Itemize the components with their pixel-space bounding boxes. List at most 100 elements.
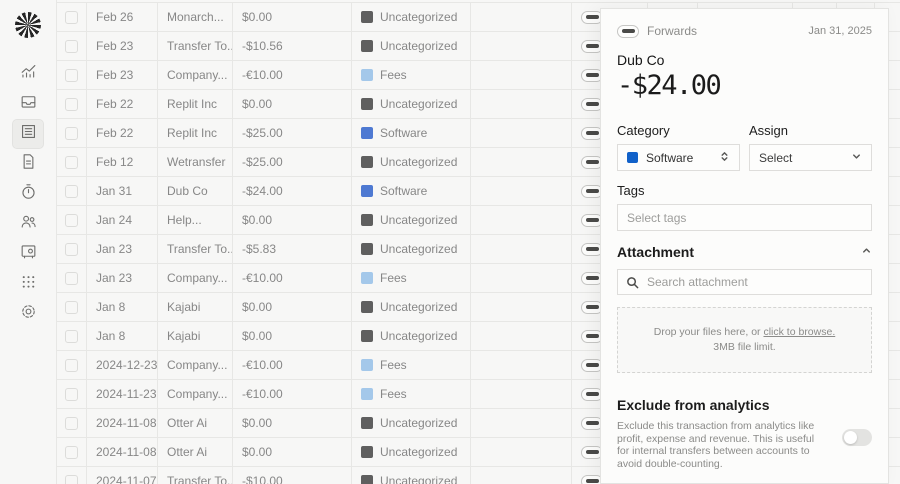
row-checkbox[interactable] <box>65 39 78 53</box>
attachment-dropzone[interactable]: Drop your files here, or click to browse… <box>617 307 872 373</box>
attachment-search-input[interactable] <box>617 269 872 295</box>
settings-icon <box>19 302 38 326</box>
row-amount: -$24.00 <box>233 177 352 205</box>
row-amount: -$25.00 <box>233 119 352 147</box>
row-checkbox[interactable] <box>65 329 78 343</box>
exclude-description: Exclude this transaction from analytics … <box>617 420 815 470</box>
row-checkbox[interactable] <box>65 387 78 401</box>
transaction-title: Dub Co <box>617 52 665 68</box>
sidebar-item-analytics[interactable] <box>13 60 43 88</box>
category-label: Uncategorized <box>380 474 458 484</box>
sidebar-item-settings[interactable] <box>13 300 43 328</box>
category-color-icon <box>361 272 373 284</box>
row-checkbox[interactable] <box>65 97 78 111</box>
category-label: Uncategorized <box>380 39 458 53</box>
row-checkbox[interactable] <box>65 271 78 285</box>
exclude-toggle[interactable] <box>842 429 872 446</box>
table-row[interactable]: 2024-11-08 Otter Ai $0.00 Uncategorized <box>57 409 900 438</box>
attachment-section-header[interactable]: Attachment <box>617 243 872 261</box>
row-date: Feb 23 <box>87 32 158 60</box>
row-description: Otter Ai <box>158 409 233 437</box>
row-amount: -$25.00 <box>233 148 352 176</box>
row-checkbox[interactable] <box>65 68 78 82</box>
category-label: Uncategorized <box>380 445 458 459</box>
row-checkbox[interactable] <box>65 300 78 314</box>
row-category: Uncategorized <box>352 293 471 321</box>
table-row[interactable]: Jan 8 Kajabi $0.00 Uncategorized <box>57 293 900 322</box>
row-checkbox[interactable] <box>65 184 78 198</box>
row-date: Jan 8 <box>87 293 158 321</box>
table-row[interactable]: Feb 22 Replit Inc -$25.00 Software <box>57 119 900 148</box>
category-color-icon <box>361 359 373 371</box>
exclude-analytics-section: Exclude from analytics Exclude this tran… <box>617 397 872 470</box>
row-tags-cell <box>471 380 572 408</box>
assign-select[interactable]: Select <box>749 144 872 171</box>
row-checkbox[interactable] <box>65 474 78 484</box>
row-checkbox-cell <box>57 32 87 60</box>
category-color-icon <box>361 156 373 168</box>
row-category: Uncategorized <box>352 467 471 484</box>
table-top-partial-row <box>57 0 900 3</box>
row-checkbox[interactable] <box>65 213 78 227</box>
row-category: Uncategorized <box>352 90 471 118</box>
row-checkbox[interactable] <box>65 126 78 140</box>
category-color-icon <box>361 185 373 197</box>
assign-field-label: Assign <box>749 123 789 138</box>
sidebar-item-vault[interactable] <box>13 240 43 268</box>
row-date: 2024-11-08 <box>87 438 158 466</box>
tags-field-label: Tags <box>617 183 645 198</box>
row-description: Company... <box>158 380 233 408</box>
row-tags-cell <box>471 322 572 350</box>
row-tags-cell <box>471 293 572 321</box>
category-select[interactable]: Software <box>617 144 740 171</box>
row-date: Jan 23 <box>87 264 158 292</box>
updown-chevron-icon <box>719 151 730 165</box>
row-description: Transfer To... <box>158 467 233 484</box>
row-description: Replit Inc <box>158 119 233 147</box>
category-color-icon <box>361 417 373 429</box>
category-label: Uncategorized <box>380 300 458 314</box>
dropzone-limit-text: 3MB file limit. <box>713 341 776 353</box>
row-amount: -$10.56 <box>233 32 352 60</box>
row-checkbox-cell <box>57 3 87 31</box>
table-row[interactable]: 2024-12-23 Company... -€10.00 Fees <box>57 351 900 380</box>
row-date: Feb 26 <box>87 3 158 31</box>
browse-files-link[interactable]: click to browse. <box>763 326 836 338</box>
sidebar-item-customers[interactable] <box>13 210 43 238</box>
row-category: Fees <box>352 351 471 379</box>
row-checkbox[interactable] <box>65 358 78 372</box>
category-label: Software <box>380 126 428 140</box>
app-logo-icon[interactable] <box>15 12 41 38</box>
row-checkbox-cell <box>57 206 87 234</box>
sidebar-item-tracker[interactable] <box>13 180 43 208</box>
row-checkbox[interactable] <box>65 445 78 459</box>
bank-account-name: Forwards <box>647 24 698 38</box>
row-checkbox[interactable] <box>65 10 78 24</box>
row-description: Wetransfer <box>158 148 233 176</box>
row-checkbox[interactable] <box>65 242 78 256</box>
bank-logo-badge <box>581 39 603 53</box>
category-label: Uncategorized <box>380 416 458 430</box>
tags-input[interactable] <box>617 204 872 231</box>
row-description: Transfer To... <box>158 32 233 60</box>
category-color-icon <box>361 243 373 255</box>
category-label: Uncategorized <box>380 213 458 227</box>
row-checkbox[interactable] <box>65 155 78 169</box>
row-tags-cell <box>471 32 572 60</box>
row-checkbox[interactable] <box>65 416 78 430</box>
transaction-date: Jan 31, 2025 <box>808 25 872 37</box>
sidebar-item-transactions[interactable] <box>12 119 44 149</box>
sidebar-item-inbox[interactable] <box>13 90 43 118</box>
category-label: Uncategorized <box>380 10 458 24</box>
table-row[interactable]: Feb 26 Monarch... $0.00 Uncategorized <box>57 3 900 32</box>
sidebar-item-invoices[interactable] <box>13 150 43 178</box>
sidebar-item-apps[interactable] <box>13 270 43 298</box>
exclude-heading: Exclude from analytics <box>617 397 770 413</box>
sidebar <box>0 0 57 484</box>
category-color-icon <box>361 127 373 139</box>
row-description: Replit Inc <box>158 90 233 118</box>
row-amount: -€10.00 <box>233 264 352 292</box>
table-row[interactable]: 2024-11-23 Company... -€10.00 Fees <box>57 380 900 409</box>
category-label: Software <box>380 184 428 198</box>
category-label: Fees <box>380 271 407 285</box>
